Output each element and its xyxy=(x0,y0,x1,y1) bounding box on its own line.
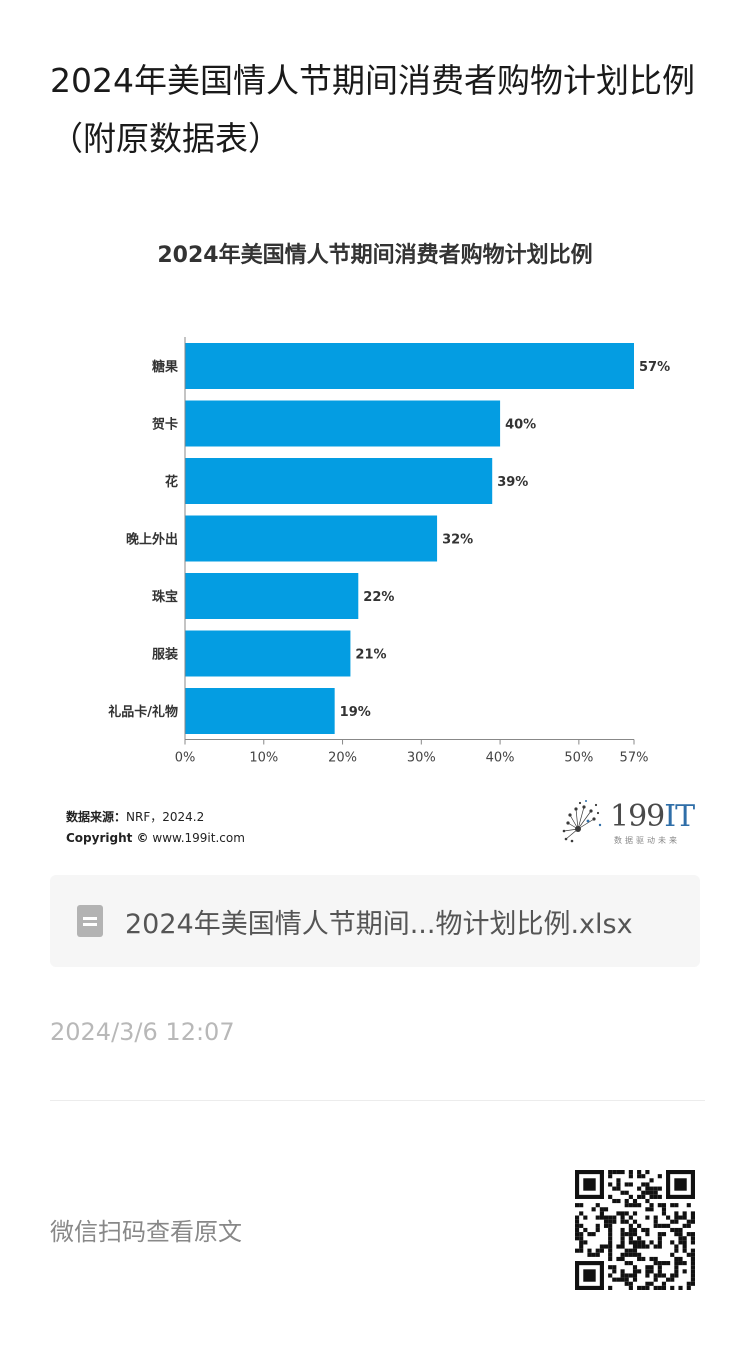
site-logo: 199IT 数据驱动未来 xyxy=(558,799,698,849)
bar-chart: 糖果 57% 贺卡 40% 花 39% 晚上外出 32% 珠宝 22% 服装 21% 礼品卡/礼物 19%… xyxy=(108,337,670,766)
category-label: 糖果 xyxy=(152,359,178,375)
x-tick-label: 10% xyxy=(249,751,278,766)
bar xyxy=(185,343,634,389)
logo-subtitle: 数据驱动未来 xyxy=(614,836,680,845)
data-label: 39% xyxy=(497,475,528,490)
copyright-site: www.199it.com xyxy=(152,831,245,845)
data-label: 21% xyxy=(355,648,386,663)
chart-title: 2024年美国情人节期间消费者购物计划比例 xyxy=(157,243,593,268)
data-label: 22% xyxy=(363,590,394,605)
bar xyxy=(185,515,438,562)
qr-code-icon[interactable] xyxy=(575,1170,695,1290)
source-note: 数据来源：NRF，2024.2 Copyright © www.199it.co… xyxy=(66,807,245,849)
x-tick-label: 30% xyxy=(407,751,436,766)
source-text: NRF，2024.2 xyxy=(126,810,205,824)
publish-date: 2024/3/6 12:07 xyxy=(50,1018,235,1046)
attachment-card[interactable]: 2024年美国情人节期间...物计划比例.xlsx xyxy=(50,875,700,967)
logo-text: 199IT xyxy=(610,799,695,834)
dandelion-logo-icon xyxy=(562,800,602,843)
x-tick-label: 50% xyxy=(564,751,593,766)
category-label: 晚上外出 xyxy=(126,532,178,548)
category-label: 服装 xyxy=(152,647,178,663)
data-label: 40% xyxy=(505,418,536,433)
category-label: 礼品卡/礼物 xyxy=(108,704,178,720)
category-label: 珠宝 xyxy=(152,589,178,605)
x-tick-label: 20% xyxy=(328,751,357,766)
spreadsheet-file-icon xyxy=(77,905,103,937)
qr-label: 微信扫码查看原文 xyxy=(50,1218,242,1246)
category-label: 贺卡 xyxy=(151,417,178,433)
data-label: 32% xyxy=(442,533,473,548)
article-title: 2024年美国情人节期间消费者购物计划比例（附原数据表） xyxy=(50,61,695,158)
category-label: 花 xyxy=(165,474,178,490)
data-label: 19% xyxy=(340,705,371,720)
divider xyxy=(50,1100,705,1101)
chart-image: 2024年美国情人节期间消费者购物计划比例 糖果 57% 贺卡 40% 花 39% 晚上外出… xyxy=(50,215,700,855)
bar xyxy=(185,630,351,677)
attachment-filename: 2024年美国情人节期间...物计划比例.xlsx xyxy=(125,908,633,940)
copyright-label: Copyright © xyxy=(66,831,149,845)
source-label: 数据来源： xyxy=(66,810,127,824)
x-tick-label: 40% xyxy=(486,751,515,766)
x-tick-label: 57% xyxy=(620,751,649,766)
bar xyxy=(185,573,359,619)
x-tick-label: 0% xyxy=(175,751,196,766)
data-label: 57% xyxy=(639,360,670,375)
bar xyxy=(185,688,335,734)
bar xyxy=(185,458,493,504)
bar xyxy=(185,400,501,447)
